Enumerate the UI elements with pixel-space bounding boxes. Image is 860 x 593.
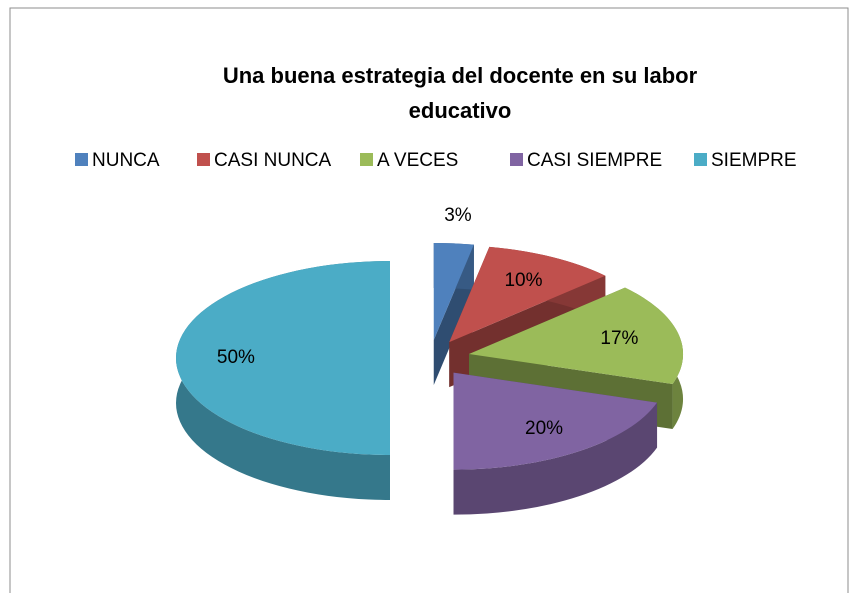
legend-label: CASI NUNCA [214,150,332,171]
legend-label: CASI SIEMPRE [527,150,662,171]
pie-slice [449,246,606,343]
legend-swatch [197,153,210,166]
pie-slice [453,372,658,470]
legend-swatch [360,153,373,166]
legend-label: A VECES [377,150,458,171]
pie-slice [469,287,684,385]
legend-label: NUNCA [92,150,160,171]
data-label: 17% [600,328,638,349]
data-label: 20% [525,418,563,439]
legend-swatch [694,153,707,166]
legend-swatch [75,153,88,166]
data-label: 50% [217,347,255,368]
chart-title: Una buena estrategia del docente en su l… [222,63,698,123]
data-label: 3% [444,205,472,226]
chart-frame [9,7,849,593]
slice-outer-wall [453,402,658,515]
pie-slice [176,261,390,455]
pie-slice [433,242,474,340]
legend-swatch [510,153,523,166]
legend-label: SIEMPRE [711,150,797,171]
data-label: 10% [504,270,542,291]
